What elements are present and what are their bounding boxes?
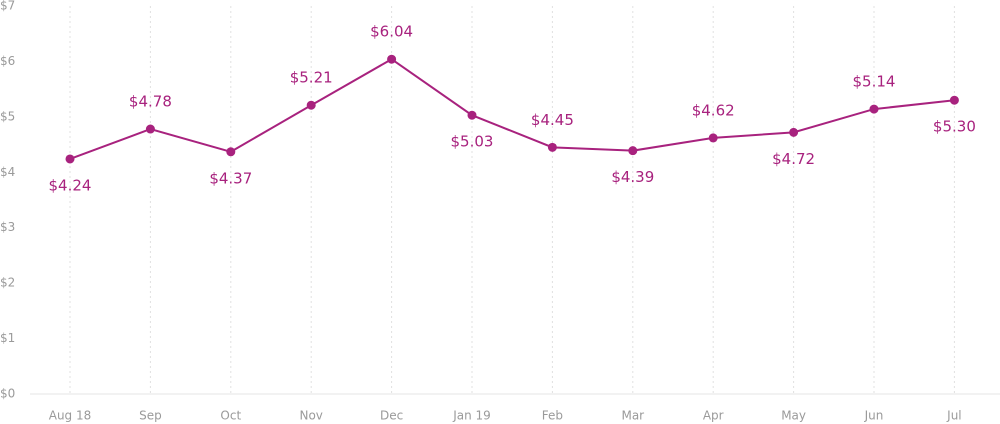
x-tick-label: Nov (299, 409, 322, 423)
value-label: $5.21 (290, 69, 333, 87)
x-tick-label: Mar (621, 409, 644, 423)
value-label: $4.39 (611, 168, 654, 186)
y-tick-label: $6 (0, 54, 15, 68)
y-tick-label: $4 (0, 165, 15, 179)
x-tick-label: Apr (703, 409, 724, 423)
point (65, 154, 75, 164)
point (949, 95, 959, 105)
x-tick-label: May (781, 409, 806, 423)
x-tick-label: Feb (542, 409, 563, 423)
line (69, 58, 955, 160)
value-label: $4.72 (772, 150, 815, 168)
value-label: $4.24 (49, 176, 92, 194)
point (226, 147, 236, 157)
y-tick-label: $2 (0, 276, 15, 290)
value-label: $4.45 (531, 111, 574, 129)
x-tick-label: Jun (864, 409, 884, 423)
value-label: $4.78 (129, 93, 172, 111)
x-tick-label: Jul (946, 409, 961, 423)
value-label: $5.30 (933, 118, 976, 136)
point (145, 124, 155, 134)
point (789, 127, 799, 137)
point (387, 54, 397, 64)
point (547, 142, 557, 152)
y-tick-label: $7 (0, 0, 15, 13)
point (708, 133, 718, 143)
x-tick-label: Jan 19 (452, 409, 491, 423)
y-tick-label: $1 (0, 331, 15, 345)
x-tick-label: Dec (380, 409, 403, 423)
point (869, 104, 879, 114)
point (306, 100, 316, 110)
value-label: $4.37 (209, 169, 252, 187)
value-label: $4.62 (692, 101, 735, 119)
x-tick-label: Aug 18 (49, 409, 92, 423)
point (467, 110, 477, 120)
value-label: $5.03 (451, 133, 494, 151)
value-label: $5.14 (853, 73, 896, 91)
x-tick-label: Oct (220, 409, 241, 423)
point (628, 146, 638, 156)
y-tick-label: $0 (0, 387, 15, 401)
y-tick-label: $3 (0, 220, 15, 234)
y-tick-label: $5 (0, 109, 15, 123)
value-label: $6.04 (370, 23, 413, 41)
x-tick-label: Sep (139, 409, 162, 423)
